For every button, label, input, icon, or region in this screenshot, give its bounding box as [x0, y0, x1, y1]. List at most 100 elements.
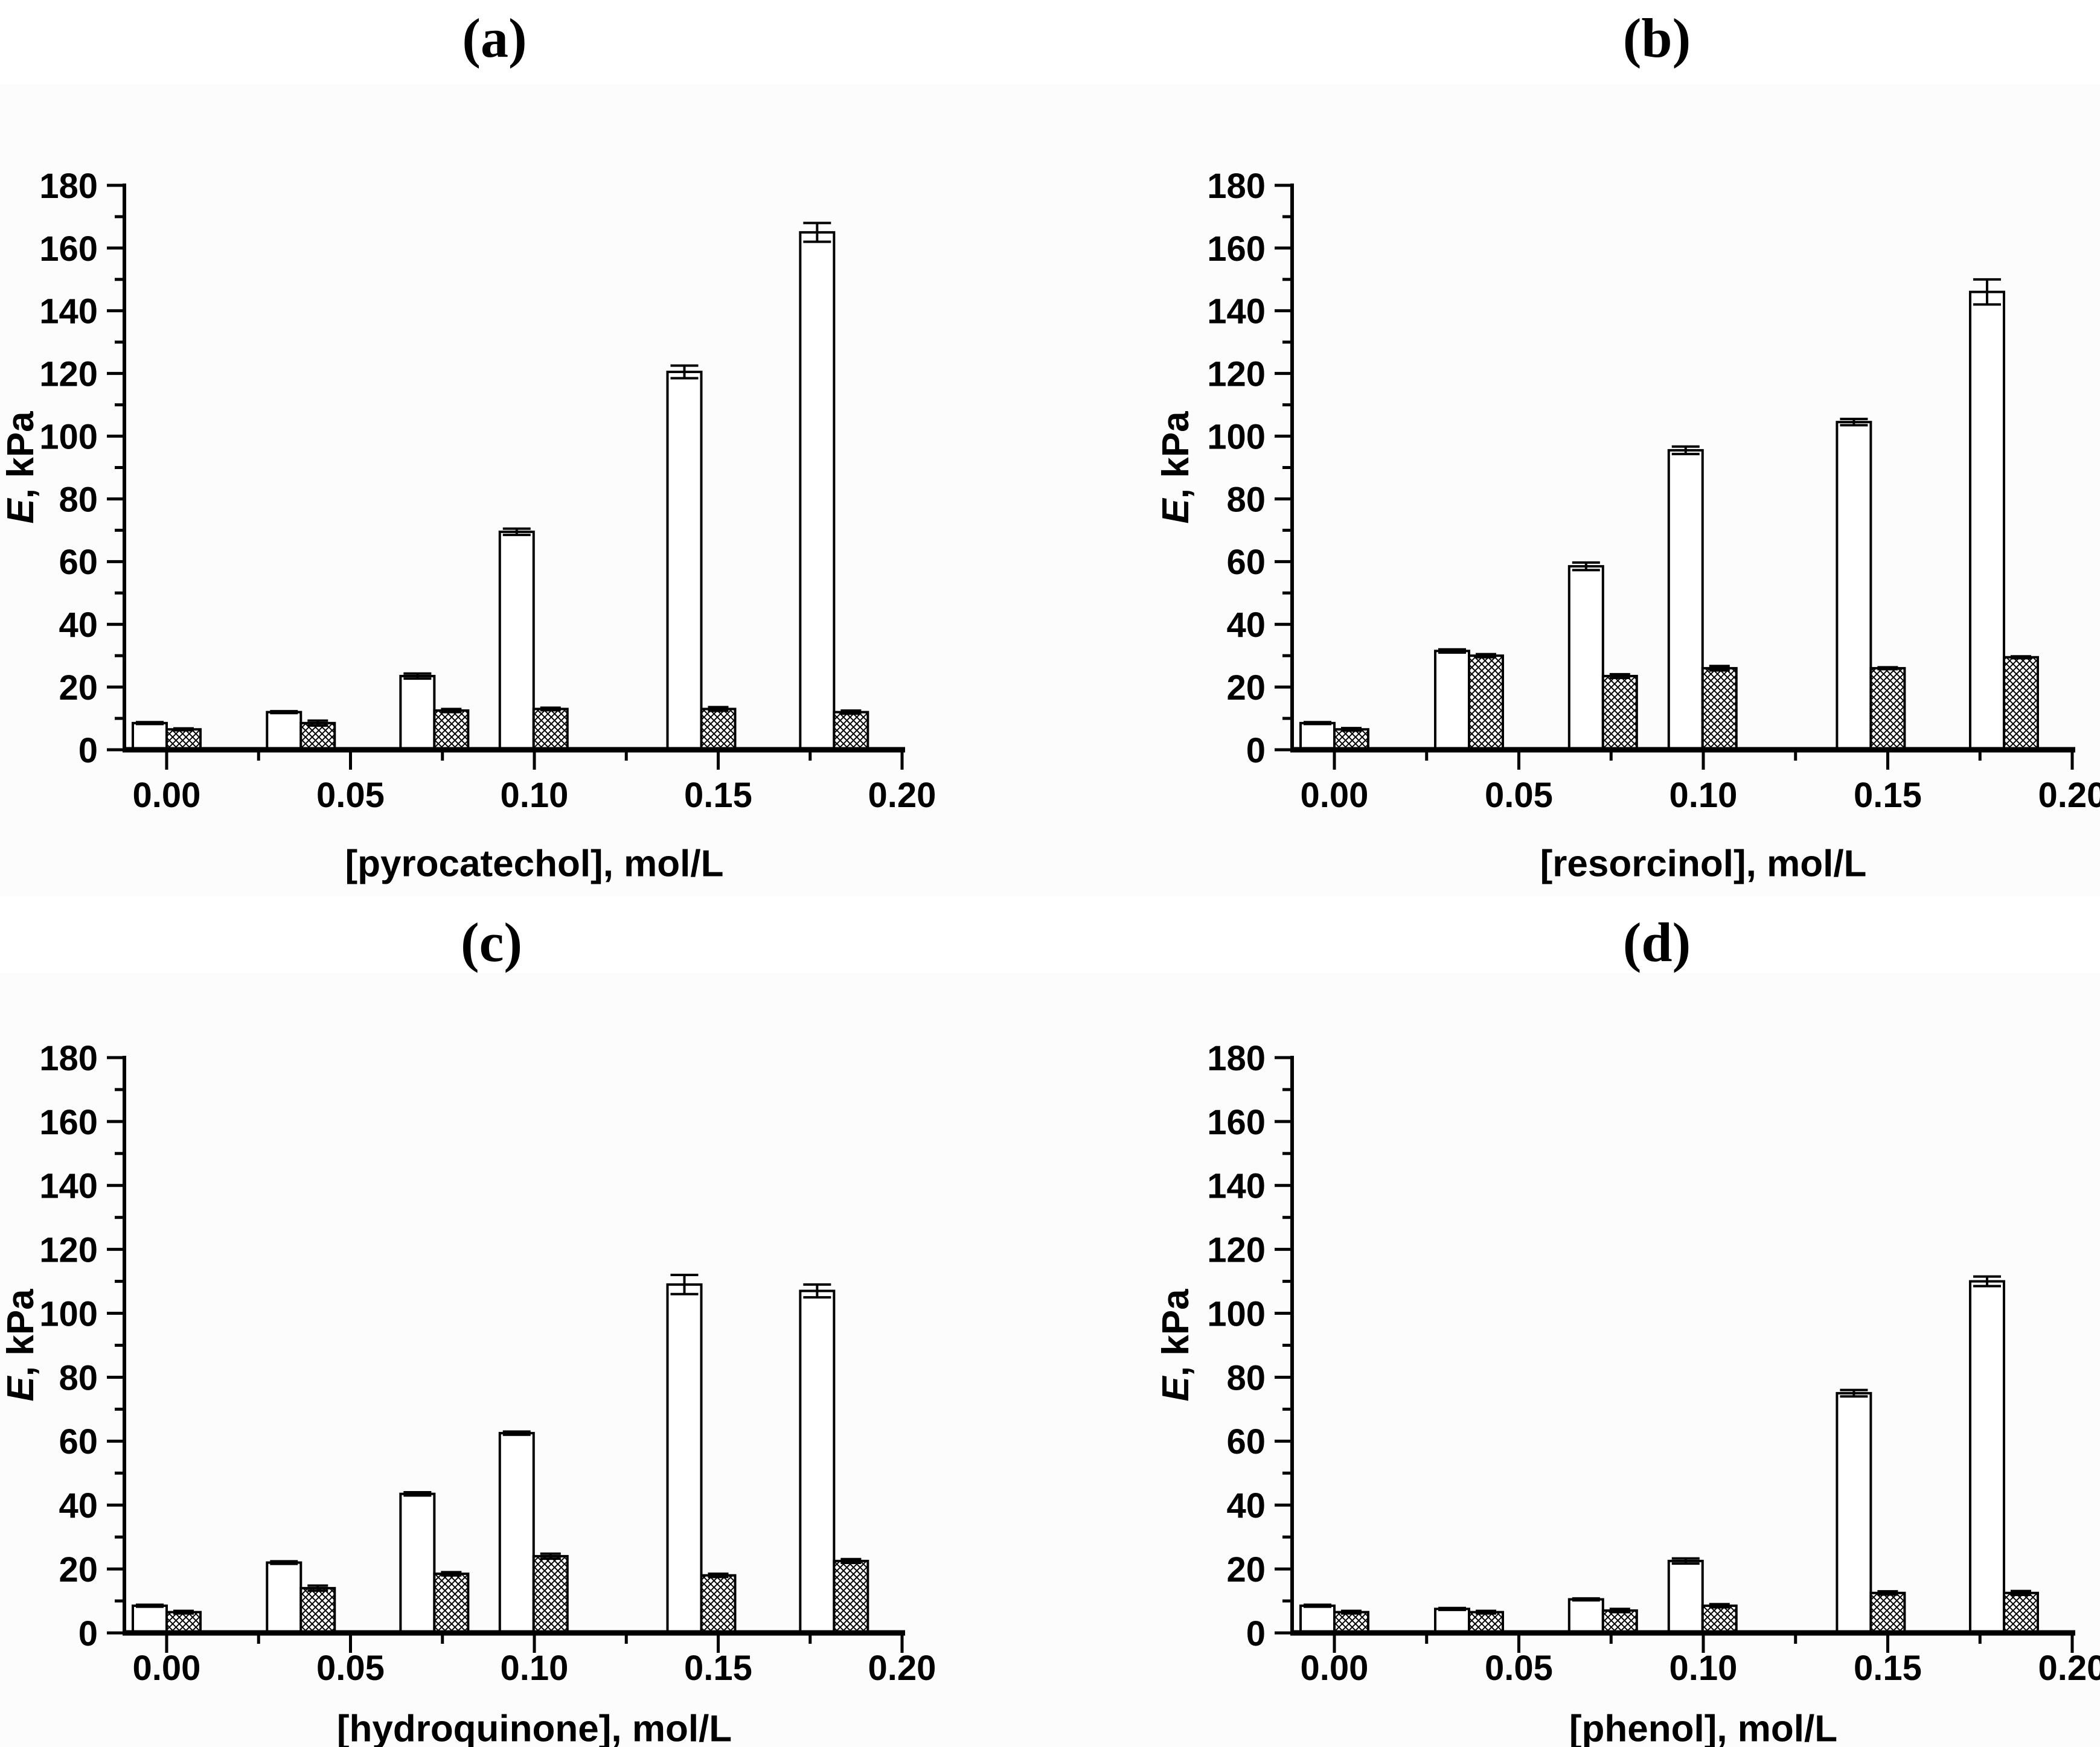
x-tick-label: 0.10	[1669, 776, 1738, 815]
y-tick-label: 120	[1207, 355, 1266, 394]
y-axis-title: E, kPa	[0, 411, 42, 524]
y-tick-label: 180	[1207, 167, 1266, 206]
chart-panel-d: 0 20 40 60 80 100 120 140 160 180 0.00 0.05 0.10 0.15…	[1155, 1039, 2100, 1747]
y-axis-title: E, kPa	[0, 1289, 42, 1402]
x-tick-label: 0.10	[501, 776, 569, 815]
y-tick-label: 20	[1226, 1550, 1266, 1589]
open-bar	[666, 1283, 703, 1634]
x-tick-label: 0.15	[1854, 1649, 1922, 1688]
y-tick-label: 100	[1207, 417, 1266, 456]
y-tick-label: 80	[1226, 1358, 1266, 1397]
y-tick-label: 160	[1207, 1103, 1266, 1142]
open-bar	[266, 1561, 303, 1634]
open-bar	[1968, 290, 2005, 752]
y-tick-label: 80	[59, 480, 98, 519]
y-tick-label: 140	[1207, 1167, 1266, 1206]
crosshatch-bar	[1701, 666, 1738, 752]
y-tick-label: 60	[59, 1422, 98, 1461]
open-bar	[799, 1289, 836, 1634]
x-tick-label: 0.05	[1485, 776, 1553, 815]
open-bar	[132, 1604, 168, 1634]
y-tick-label: 40	[59, 1486, 98, 1525]
x-axis-title: [phenol], mol/L	[1569, 1708, 1837, 1747]
y-tick-label: 160	[39, 229, 98, 269]
y-tick-label: 140	[1207, 292, 1266, 331]
y-tick-label: 160	[1207, 229, 1266, 269]
y-tick-label: 180	[39, 1039, 98, 1078]
crosshatch-bar	[1601, 674, 1638, 751]
x-tick-label: 0.05	[316, 1649, 385, 1688]
crosshatch-bar	[700, 707, 737, 751]
crosshatch-bar	[1333, 1611, 1369, 1634]
crosshatch-bar	[433, 709, 470, 752]
x-tick-label: 0.10	[501, 1649, 569, 1688]
crosshatch-bar	[532, 1554, 569, 1635]
crosshatch-bar	[2002, 656, 2039, 752]
open-bar	[1836, 1391, 1872, 1635]
crosshatch-bar	[1333, 728, 1369, 751]
y-tick-label: 120	[39, 355, 98, 394]
crosshatch-bar	[833, 1559, 869, 1634]
open-bar	[799, 231, 836, 751]
x-axis-title: [resorcinol], mol/L	[1540, 843, 1867, 885]
crosshatch-bar	[2002, 1591, 2039, 1635]
y-tick-label: 100	[1207, 1294, 1266, 1333]
x-tick-label: 0.20	[2038, 1649, 2100, 1688]
crosshatch-bar	[1869, 666, 1906, 752]
y-tick-label: 20	[59, 1550, 98, 1589]
crosshatch-bar	[833, 711, 869, 751]
y-tick-label: 140	[39, 1167, 98, 1206]
y-axis-title: E, kPa	[1155, 1289, 1197, 1402]
y-axis-title: E, kPa	[1155, 411, 1197, 524]
open-bar	[1667, 1559, 1704, 1634]
open-bar	[666, 371, 703, 751]
x-tick-label: 0.05	[1485, 1649, 1553, 1688]
open-bar	[1299, 1604, 1336, 1634]
crosshatch-bar	[700, 1574, 737, 1634]
y-tick-label: 120	[39, 1231, 98, 1270]
y-tick-label: 40	[59, 605, 98, 645]
open-bar	[498, 530, 535, 751]
y-tick-label: 180	[1207, 1039, 1266, 1078]
crosshatch-bar	[1701, 1604, 1738, 1634]
crosshatch-bar	[1869, 1591, 1906, 1635]
y-tick-label: 0	[78, 731, 98, 770]
y-tick-label: 20	[1226, 668, 1266, 707]
x-tick-label: 0.15	[1854, 776, 1922, 815]
panel-letter-d: (d)	[1622, 912, 1691, 973]
y-tick-label: 100	[39, 1294, 98, 1333]
y-tick-label: 80	[59, 1358, 98, 1397]
y-tick-label: 180	[39, 167, 98, 206]
y-tick-label: 120	[1207, 1231, 1266, 1270]
y-tick-label: 160	[39, 1103, 98, 1142]
y-tick-label: 100	[39, 417, 98, 456]
open-bar	[1299, 721, 1336, 751]
x-tick-label: 0.10	[1669, 1649, 1738, 1688]
y-tick-label: 20	[59, 668, 98, 707]
open-bar	[1968, 1280, 2005, 1634]
crosshatch-bar	[165, 728, 202, 751]
x-tick-label: 0.00	[133, 776, 201, 815]
x-tick-label: 0.20	[868, 1649, 936, 1688]
x-tick-label: 0.15	[684, 776, 752, 815]
y-tick-label: 60	[59, 543, 98, 582]
open-bar	[1434, 650, 1471, 751]
panel-letter-a: (a)	[462, 7, 527, 69]
y-tick-label: 40	[1226, 605, 1266, 645]
crosshatch-bar	[433, 1573, 470, 1634]
open-bar	[132, 721, 168, 751]
crosshatch-bar	[165, 1611, 202, 1634]
chart-panel-b: 0 20 40 60 80 100 120 140 160 180 0.00 0.05 0.10 0.15…	[1155, 167, 2100, 885]
x-tick-label: 0.00	[1301, 1649, 1369, 1688]
x-axis-title: [hydroquinone], mol/L	[337, 1708, 732, 1747]
x-tick-label: 0.00	[133, 1649, 201, 1688]
crosshatch-bar	[1601, 1609, 1638, 1634]
x-tick-label: 0.20	[2038, 776, 2100, 815]
open-bar	[1567, 565, 1604, 751]
y-tick-label: 0	[78, 1614, 98, 1653]
chart-panel-a: 0 20 40 60 80 100 120 140 160 180 0.00 0.05 0.10 0.15…	[0, 167, 936, 885]
open-bar	[1667, 449, 1704, 751]
open-bar	[1434, 1608, 1471, 1634]
crosshatch-bar	[299, 1586, 336, 1635]
open-bar	[399, 1492, 436, 1634]
